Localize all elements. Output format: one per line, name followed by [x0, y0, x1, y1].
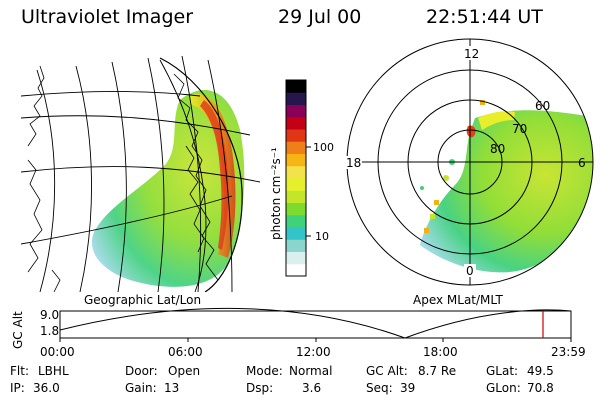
gcalt-value: 8.7 Re [418, 364, 457, 378]
door-label: Door: [125, 364, 158, 378]
colorbar-step [286, 227, 306, 240]
mlt-label-6: 6 [578, 156, 586, 170]
dsp-label: Dsp: [246, 381, 274, 395]
glon-label: GLon: [486, 381, 521, 395]
aurora-emission-polar [420, 110, 593, 273]
colorbar-step [286, 190, 306, 203]
ip-value: 36.0 [33, 381, 60, 395]
geographic-map [21, 55, 261, 292]
colorbar-step [286, 202, 306, 216]
mlt-label-0: 0 [466, 264, 474, 278]
colorbar-step [286, 214, 306, 228]
dsp-value: 3.6 [302, 381, 322, 395]
glat-value: 49.5 [527, 364, 554, 378]
gain-value: 13 [164, 381, 180, 395]
gc-altitude-curve [59, 307, 572, 339]
seq-value: 39 [400, 381, 416, 395]
parallel-lines [21, 91, 261, 245]
timeline-tick-2359: 23:59 [551, 345, 586, 359]
colorbar-step [286, 104, 306, 118]
mode-label: Mode: [246, 364, 283, 378]
colorbar-step [286, 80, 306, 93]
coastlines [27, 65, 219, 292]
left-panel-caption: Geographic Lat/Lon [84, 293, 201, 307]
glat-label: GLat: [486, 364, 519, 378]
glon-value: 70.8 [527, 381, 554, 395]
colorbar: 100 10 photon cm⁻²s⁻¹ [269, 79, 334, 277]
colorbar-step [286, 153, 306, 167]
gain-label: Gain: [125, 381, 157, 395]
timeline-y-low: 1.8 [40, 324, 59, 338]
colorbar-tick-10: 10 [315, 230, 329, 243]
colorbar-step [286, 178, 306, 191]
colorbar-step [286, 263, 306, 277]
door-value: Open [168, 364, 201, 378]
polar-plot: 12 18 6 0 60 70 80 [344, 38, 594, 286]
seq-label: Seq: [366, 381, 393, 395]
orbit-timeline: 9.0 1.8 GC Alt [11, 307, 572, 349]
colorbar-tick-100: 100 [313, 141, 334, 154]
flt-label: Flt: [10, 364, 29, 378]
colorbar-step [286, 116, 306, 130]
colorbar-step [286, 129, 306, 142]
flt-value: LBHL [38, 364, 69, 378]
mlat-label-60: 60 [535, 99, 550, 113]
colorbar-steps [286, 80, 306, 277]
aurora-arc-polar [478, 111, 515, 130]
time-label: 22:51:44 UT [426, 6, 543, 28]
mlt-label-18: 18 [346, 156, 361, 170]
timeline-tick-1200: 12:00 [296, 345, 331, 359]
timeline-y-high: 9.0 [40, 308, 59, 322]
mlt-label-12: 12 [464, 47, 479, 61]
earth-limb [159, 57, 243, 292]
timeline-y-axis-label: GC Alt [11, 311, 25, 349]
date-label: 29 Jul 00 [278, 6, 362, 28]
gcalt-label: GC Alt: [366, 364, 408, 378]
mode-value: Normal [289, 364, 333, 378]
aurora-oval-core [200, 100, 229, 250]
mlat-label-70: 70 [512, 122, 527, 136]
colorbar-step [286, 165, 306, 179]
timeline-tick-0000: 00:00 [40, 345, 75, 359]
colorbar-step [286, 92, 306, 105]
app-title: Ultraviolet Imager [21, 6, 194, 28]
colorbar-step [286, 141, 306, 154]
right-panel-caption: Apex MLat/MLT [413, 293, 503, 307]
colorbar-step [286, 239, 306, 252]
mlat-label-80: 80 [490, 142, 505, 156]
timeline-tick-0600: 06:00 [168, 345, 203, 359]
ip-label: IP: [10, 381, 25, 395]
timeline-tick-1800: 18:00 [423, 345, 458, 359]
colorbar-step [286, 251, 306, 265]
aurora-hotspot-polar [466, 125, 476, 138]
colorbar-units-label: photon cm⁻²s⁻¹ [269, 147, 283, 240]
